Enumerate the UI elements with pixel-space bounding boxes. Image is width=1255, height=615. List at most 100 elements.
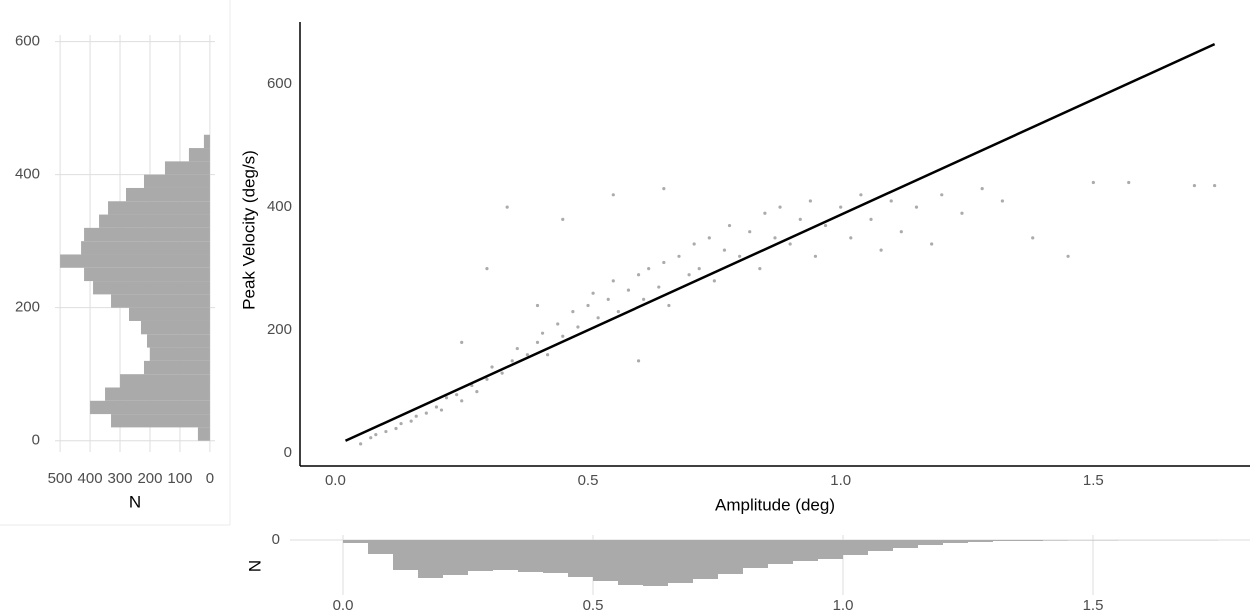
- bar: [126, 187, 210, 202]
- point: [384, 429, 388, 434]
- bar: [90, 400, 210, 415]
- point: [546, 353, 550, 357]
- point: [727, 223, 732, 228]
- point: [434, 405, 439, 409]
- bar: [120, 374, 210, 388]
- bar: [188, 148, 210, 162]
- point: [869, 217, 873, 222]
- point: [460, 340, 464, 344]
- point: [515, 346, 519, 351]
- point: [1213, 183, 1217, 188]
- bar: [146, 334, 210, 348]
- point: [525, 353, 529, 357]
- bar: [84, 267, 210, 282]
- bar: [593, 540, 618, 581]
- x-tick-label: 1.0: [830, 472, 851, 489]
- point: [571, 310, 575, 314]
- bar: [768, 540, 793, 564]
- bar: [668, 540, 693, 583]
- bar: [60, 254, 210, 268]
- x-tick-label: 0.5: [583, 597, 604, 614]
- point: [662, 187, 666, 191]
- x-axis-label: Amplitude (deg): [715, 495, 835, 514]
- point: [839, 205, 843, 209]
- bar: [468, 540, 493, 571]
- point: [399, 421, 403, 426]
- point: [606, 297, 610, 301]
- x-tick-label: 0.0: [333, 597, 354, 614]
- y-tick-label: 400: [15, 166, 40, 183]
- bar: [943, 540, 968, 543]
- point: [642, 297, 646, 301]
- point: [374, 433, 378, 437]
- point: [859, 193, 863, 197]
- y-tick-label: 0: [272, 531, 280, 548]
- bar: [968, 540, 993, 542]
- point: [647, 266, 651, 271]
- bar: [693, 540, 718, 579]
- bar: [918, 540, 943, 545]
- point: [409, 419, 413, 423]
- bar: [743, 540, 768, 568]
- x-tick-label: 1.0: [833, 597, 854, 614]
- point: [738, 254, 742, 258]
- point: [849, 236, 853, 240]
- point: [778, 205, 782, 209]
- bar: [643, 540, 668, 586]
- x-axis-label: N: [129, 492, 141, 511]
- x-tick-label: 1.5: [1083, 472, 1104, 489]
- bar: [818, 540, 843, 559]
- point: [490, 365, 494, 369]
- point: [359, 442, 363, 446]
- point: [1192, 183, 1197, 188]
- point: [798, 217, 802, 222]
- point: [535, 340, 540, 344]
- point: [1066, 254, 1070, 258]
- y-tick-label: 0: [284, 444, 292, 461]
- point: [636, 273, 641, 277]
- point: [500, 371, 504, 375]
- y-axis-label: N: [245, 560, 264, 572]
- x-tick-label: 500: [48, 470, 73, 487]
- point: [394, 426, 398, 431]
- point: [626, 288, 631, 292]
- bar: [418, 540, 443, 578]
- point: [1127, 180, 1131, 185]
- point: [657, 285, 661, 289]
- bar: [203, 134, 210, 149]
- x-tick-label: 400: [78, 470, 103, 487]
- point: [940, 193, 944, 197]
- point: [556, 322, 560, 326]
- y-tick-label: 0: [32, 432, 40, 449]
- bar: [140, 320, 210, 335]
- fit-line: [344, 43, 1216, 442]
- point: [722, 248, 727, 252]
- y-tick-label: 600: [267, 75, 292, 92]
- point: [414, 414, 418, 418]
- point: [591, 291, 595, 295]
- bar: [893, 540, 918, 548]
- point: [369, 436, 373, 440]
- point: [455, 393, 459, 397]
- point: [788, 242, 792, 246]
- point: [899, 230, 903, 234]
- bar: [493, 540, 518, 570]
- bar: [843, 540, 868, 555]
- point: [586, 303, 590, 308]
- point: [1031, 236, 1035, 240]
- point: [540, 331, 545, 335]
- point: [677, 254, 681, 258]
- point: [596, 316, 600, 320]
- point: [1000, 199, 1004, 203]
- point: [914, 205, 919, 209]
- bar: [343, 540, 368, 543]
- point: [424, 411, 428, 415]
- point: [475, 389, 479, 394]
- point: [707, 236, 711, 240]
- bar: [1043, 540, 1068, 541]
- x-tick-label: 0.5: [578, 472, 599, 489]
- point: [444, 396, 449, 400]
- point: [561, 334, 565, 338]
- point: [505, 205, 509, 209]
